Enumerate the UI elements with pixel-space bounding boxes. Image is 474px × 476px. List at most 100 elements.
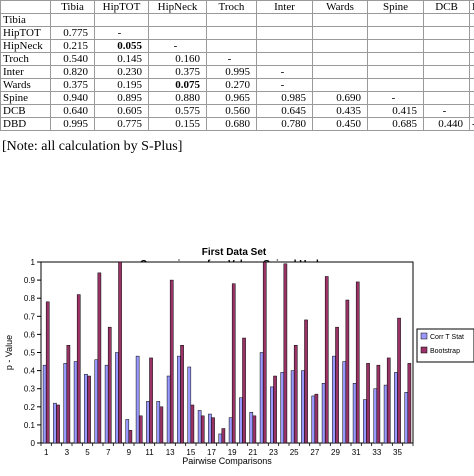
- x-tick-label: 9: [127, 448, 132, 457]
- table-cell: 0.690: [313, 92, 368, 105]
- column-header: Troch: [207, 1, 257, 14]
- x-tick-label: 29: [331, 448, 340, 457]
- table-cell: [424, 79, 470, 92]
- row-label: DCB: [1, 105, 51, 118]
- x-tick-label: 33: [372, 448, 381, 457]
- table-cell: 0.820: [51, 66, 95, 79]
- row-label: HipTOT: [1, 27, 51, 40]
- bar-corr-t-stat: [363, 400, 366, 443]
- table-cell: 0.230: [95, 66, 149, 79]
- table-cell: 0.575: [149, 105, 207, 118]
- bar-corr-t-stat: [208, 414, 211, 443]
- bar-bootstrap: [88, 376, 91, 443]
- column-header: Wards: [313, 1, 368, 14]
- bar-bootstrap: [98, 273, 101, 443]
- table-cell: 0.895: [95, 92, 149, 105]
- y-tick-label: 0.2: [24, 403, 36, 412]
- table-cell: 0.775: [51, 27, 95, 40]
- y-tick-label: 0.8: [24, 294, 36, 303]
- table-cell: [257, 14, 313, 27]
- table-row: Tibia: [1, 14, 474, 27]
- y-axis-label: p - Value: [4, 335, 14, 370]
- table-cell: [313, 40, 368, 53]
- table-cell: 0.160: [149, 53, 207, 66]
- table-cell: -: [149, 40, 207, 53]
- bar-corr-t-stat: [374, 389, 377, 443]
- table-cell: [424, 92, 470, 105]
- x-tick-label: 27: [310, 448, 319, 457]
- bar-corr-t-stat: [188, 367, 191, 443]
- bar-corr-t-stat: [229, 418, 232, 443]
- column-header: HipNeck: [149, 1, 207, 14]
- table-cell: 0.540: [51, 53, 95, 66]
- table-cell: 0.440: [424, 118, 470, 131]
- table-cell: 0.680: [207, 118, 257, 131]
- x-tick-label: 25: [290, 448, 299, 457]
- row-label: Inter: [1, 66, 51, 79]
- table-cell: [313, 66, 368, 79]
- bar-corr-t-stat: [136, 356, 139, 443]
- bar-corr-t-stat: [157, 401, 160, 443]
- row-label: Troch: [1, 53, 51, 66]
- table-cell: [149, 27, 207, 40]
- chart-title-line: First Data Set: [202, 247, 267, 258]
- bar-bootstrap: [387, 358, 390, 443]
- table-cell: [257, 53, 313, 66]
- table-cell: 0.940: [51, 92, 95, 105]
- bar-corr-t-stat: [105, 365, 108, 443]
- bar-corr-t-stat: [332, 356, 335, 443]
- bar-bootstrap: [191, 405, 194, 443]
- row-label: HipNeck: [1, 40, 51, 53]
- table-cell: [313, 79, 368, 92]
- table-cell: -: [207, 53, 257, 66]
- bar-bootstrap: [212, 418, 215, 443]
- x-tick-label: 3: [65, 448, 70, 457]
- bar-corr-t-stat: [343, 362, 346, 443]
- table-cell: [368, 66, 424, 79]
- bar-bootstrap: [305, 320, 308, 443]
- y-tick-label: 0.1: [24, 421, 36, 430]
- legend-swatch: [421, 347, 427, 353]
- bar-corr-t-stat: [270, 387, 273, 443]
- table-cell: [470, 79, 474, 92]
- table-cell: 0.645: [257, 105, 313, 118]
- table-cell: 0.775: [95, 118, 149, 131]
- bar-bootstrap: [57, 405, 60, 443]
- bar-corr-t-stat: [198, 410, 201, 443]
- table-cell: [470, 53, 474, 66]
- bar-bootstrap: [408, 363, 411, 443]
- table-cell: 0.145: [95, 53, 149, 66]
- bar-corr-t-stat: [43, 365, 46, 443]
- table-cell: -: [95, 27, 149, 40]
- bar-bootstrap: [336, 327, 339, 443]
- legend-swatch: [421, 333, 427, 339]
- table-cell: [470, 40, 474, 53]
- bar-bootstrap: [315, 394, 318, 443]
- bar-bootstrap: [284, 264, 287, 443]
- y-tick-label: 0.3: [24, 385, 36, 394]
- table-cell: 0.985: [257, 92, 313, 105]
- bar-corr-t-stat: [53, 403, 56, 443]
- bar-bootstrap: [398, 318, 401, 443]
- bar-bootstrap: [139, 416, 142, 443]
- bar-bootstrap: [108, 327, 111, 443]
- table-cell: [207, 27, 257, 40]
- table-cell: [149, 14, 207, 27]
- table-cell: [470, 105, 474, 118]
- bar-bootstrap: [129, 430, 132, 443]
- table-corner-cell: [1, 1, 51, 14]
- table-cell: [313, 53, 368, 66]
- column-header: DCB: [424, 1, 470, 14]
- row-label: DBD: [1, 118, 51, 131]
- table-cell: 0.605: [95, 105, 149, 118]
- x-tick-label: 35: [393, 448, 402, 457]
- pvalue-bar-chart: First Data SetComparison of p - Values G…: [0, 238, 474, 471]
- table-cell: [424, 40, 470, 53]
- table-cell: [424, 53, 470, 66]
- table-cell: [470, 66, 474, 79]
- table-cell: -: [470, 118, 474, 131]
